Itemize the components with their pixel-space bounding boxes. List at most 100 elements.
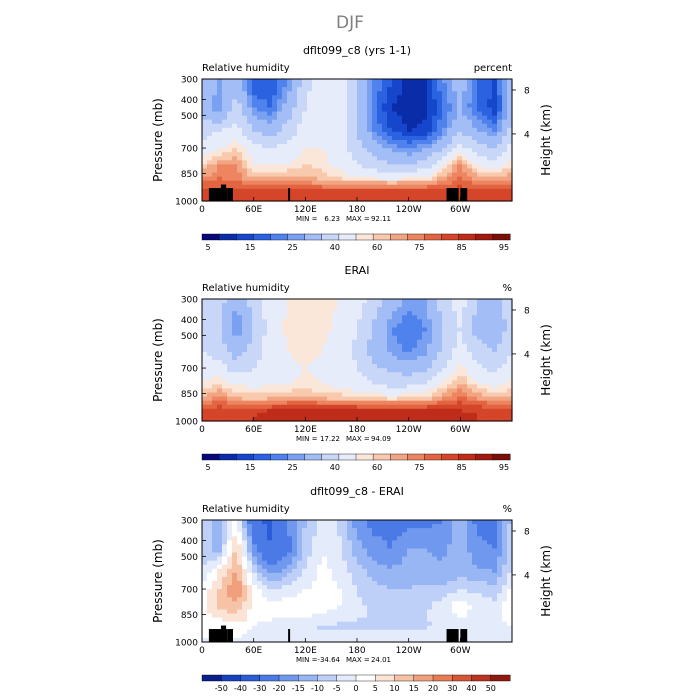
heatmap-cell <box>272 364 278 369</box>
heatmap-cell <box>342 119 348 125</box>
heatmap-cell <box>302 404 308 410</box>
heatmap-cell <box>302 633 308 639</box>
heatmap-cell <box>352 315 358 320</box>
heatmap-cell <box>342 127 348 133</box>
heatmap-cell <box>217 404 223 410</box>
heatmap-cell <box>482 83 488 88</box>
heatmap-cell <box>247 568 253 574</box>
heatmap-cell <box>507 91 513 96</box>
max-value: 92.11 <box>371 215 391 223</box>
heatmap-cell <box>382 400 388 406</box>
heatmap-cell <box>292 95 298 100</box>
heatmap-cell <box>207 323 213 329</box>
heatmap-cell <box>392 148 398 153</box>
heatmap-cell <box>202 135 208 141</box>
heatmap-cell <box>367 544 373 550</box>
heatmap-cell <box>252 589 258 594</box>
heatmap-cell <box>292 184 298 190</box>
heatmap-cell <box>497 103 503 109</box>
heatmap-cell <box>292 544 298 550</box>
heatmap-cell <box>312 160 318 165</box>
heatmap-cell <box>342 95 348 100</box>
heatmap-cell <box>302 315 308 320</box>
heatmap-cell <box>442 396 448 402</box>
heatmap-cell <box>432 303 438 308</box>
heatmap-cell <box>382 572 388 578</box>
heatmap-cell <box>217 156 223 161</box>
heatmap-cell <box>417 412 423 418</box>
heatmap-cell <box>327 572 333 578</box>
heatmap-cell <box>377 396 383 402</box>
heatmap-cell <box>217 576 223 582</box>
heatmap-cell <box>302 368 308 373</box>
heatmap-cell <box>227 412 233 418</box>
heatmap-cell <box>232 339 238 345</box>
heatmap-cell <box>237 144 243 149</box>
heatmap-cell <box>392 351 398 357</box>
heatmap-cell <box>222 404 228 410</box>
heatmap-cell <box>482 192 488 198</box>
heatmap-cell <box>332 196 338 202</box>
heatmap-cell <box>437 148 443 153</box>
heatmap-cell <box>317 184 323 190</box>
heatmap-cell <box>367 176 373 182</box>
heatmap-cell <box>447 392 453 398</box>
heatmap-cell <box>242 629 248 635</box>
heatmap-cell <box>387 180 393 186</box>
heatmap-cell <box>352 560 358 566</box>
heatmap-cell <box>262 589 268 594</box>
heatmap-cell <box>497 83 503 88</box>
page-title: DJF <box>336 13 364 33</box>
heatmap-cell <box>302 540 308 545</box>
heatmap-cell <box>422 319 428 324</box>
heatmap-cell <box>387 593 393 598</box>
y-axis-label: Pressure (mb) <box>151 98 165 182</box>
heatmap-cell <box>427 111 433 117</box>
heatmap-cell <box>502 404 508 410</box>
heatmap-cell <box>392 180 398 186</box>
heatmap-cell <box>502 156 508 161</box>
heatmap-cell <box>387 144 393 149</box>
heatmap-cell <box>502 131 508 137</box>
heatmap-cell <box>267 156 273 161</box>
heatmap-cell <box>377 87 383 92</box>
heatmap-cell <box>252 331 258 337</box>
heatmap-cell <box>272 532 278 537</box>
heatmap-cell <box>252 621 258 627</box>
heatmap-cell <box>507 176 513 182</box>
heatmap-cell <box>332 351 338 357</box>
heatmap-cell <box>507 123 513 129</box>
heatmap-cell <box>362 376 368 381</box>
heatmap-cell <box>412 79 418 84</box>
heatmap-cell <box>477 335 483 341</box>
heatmap-cell <box>452 115 458 121</box>
heatmap-cell <box>242 380 248 385</box>
heatmap-cell <box>357 311 363 316</box>
heatmap-cell <box>327 408 333 414</box>
heatmap-cell <box>317 372 323 377</box>
heatmap-cell <box>507 404 513 410</box>
heatmap-cell <box>237 605 243 611</box>
heatmap-cell <box>372 360 378 365</box>
heatmap-cell <box>482 331 488 337</box>
heatmap-cell <box>327 564 333 570</box>
heatmap-cell <box>247 556 253 562</box>
heatmap-cell <box>442 327 448 333</box>
heatmap-cell <box>312 609 318 615</box>
heatmap-cell <box>307 552 313 558</box>
heatmap-cell <box>217 572 223 578</box>
heatmap-cell <box>212 115 218 121</box>
heatmap-cell <box>382 368 388 373</box>
heatmap-cell <box>242 384 248 390</box>
heatmap-cell <box>402 168 408 174</box>
heatmap-cell <box>267 164 273 170</box>
heatmap-cell <box>227 593 233 598</box>
heatmap-cell <box>467 192 473 198</box>
heatmap-cell <box>352 156 358 161</box>
heatmap-cell <box>202 103 208 109</box>
heatmap-cell <box>397 95 403 100</box>
heatmap-cell <box>307 119 313 125</box>
heatmap-cell <box>252 107 258 113</box>
heatmap-cell <box>497 144 503 149</box>
